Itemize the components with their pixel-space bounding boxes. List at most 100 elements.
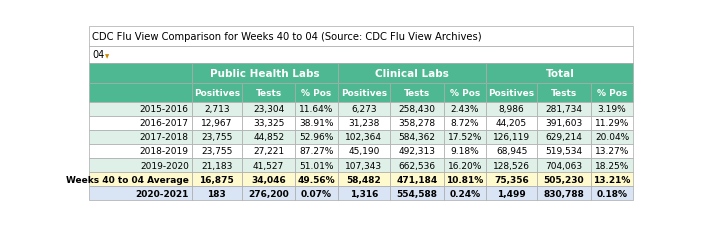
Text: 2017-2018: 2017-2018 — [140, 133, 189, 142]
Text: 2020-2021: 2020-2021 — [135, 189, 189, 198]
Text: 51.01%: 51.01% — [300, 161, 334, 170]
Bar — [90, 144, 192, 158]
Bar — [295, 158, 338, 172]
Bar — [295, 102, 338, 116]
Bar — [591, 186, 633, 200]
Bar — [192, 172, 242, 186]
Bar — [338, 83, 390, 102]
Text: Weeks 40 to 04 Average: Weeks 40 to 04 Average — [66, 175, 189, 184]
Text: Tests: Tests — [403, 88, 430, 97]
Text: 21,183: 21,183 — [201, 161, 233, 170]
Text: 2018-2019: 2018-2019 — [140, 147, 189, 156]
Bar — [390, 158, 443, 172]
Bar — [591, 102, 633, 116]
Bar — [443, 158, 486, 172]
Text: 704,063: 704,063 — [545, 161, 582, 170]
Bar — [192, 130, 242, 144]
Text: Positives: Positives — [489, 88, 534, 97]
Text: 11.64%: 11.64% — [300, 105, 333, 114]
Bar — [90, 102, 192, 116]
Text: 505,230: 505,230 — [544, 175, 584, 184]
Bar — [90, 172, 192, 186]
Text: 107,343: 107,343 — [345, 161, 383, 170]
Text: 20.04%: 20.04% — [595, 133, 629, 142]
Bar — [338, 116, 390, 130]
Bar — [338, 144, 390, 158]
Text: 23,755: 23,755 — [201, 147, 233, 156]
Text: 10.81%: 10.81% — [446, 175, 484, 184]
Bar — [537, 186, 591, 200]
Bar — [537, 102, 591, 116]
Bar — [295, 116, 338, 130]
Bar — [390, 186, 443, 200]
Bar — [537, 116, 591, 130]
Bar — [242, 144, 295, 158]
Bar — [443, 172, 486, 186]
Text: 33,325: 33,325 — [253, 119, 284, 128]
Text: 391,603: 391,603 — [545, 119, 582, 128]
Text: 13.27%: 13.27% — [595, 147, 630, 156]
Text: % Pos: % Pos — [597, 88, 627, 97]
Bar — [486, 186, 537, 200]
Bar — [295, 186, 338, 200]
Bar — [295, 83, 338, 102]
Bar — [591, 144, 633, 158]
Text: 629,214: 629,214 — [546, 133, 582, 142]
Text: 662,536: 662,536 — [398, 161, 435, 170]
Text: 126,119: 126,119 — [493, 133, 530, 142]
Text: 471,184: 471,184 — [396, 175, 437, 184]
Bar — [537, 172, 591, 186]
Bar — [591, 158, 633, 172]
Text: ▼: ▼ — [104, 54, 109, 59]
Bar — [192, 186, 242, 200]
Text: 492,313: 492,313 — [398, 147, 435, 156]
Bar — [591, 130, 633, 144]
Bar — [90, 63, 192, 83]
Bar — [338, 102, 390, 116]
Text: 11.29%: 11.29% — [595, 119, 630, 128]
Text: Public Health Labs: Public Health Labs — [210, 68, 319, 78]
Bar — [242, 158, 295, 172]
Bar — [390, 144, 443, 158]
Bar — [192, 116, 242, 130]
Text: 2,713: 2,713 — [204, 105, 230, 114]
Text: 102,364: 102,364 — [345, 133, 382, 142]
Text: 281,734: 281,734 — [545, 105, 582, 114]
Text: 519,534: 519,534 — [545, 147, 582, 156]
Bar — [537, 83, 591, 102]
Bar — [443, 83, 486, 102]
Text: 2019-2020: 2019-2020 — [140, 161, 189, 170]
Bar — [591, 116, 633, 130]
Bar — [390, 130, 443, 144]
Bar — [295, 144, 338, 158]
Bar — [90, 47, 633, 63]
Text: 358,278: 358,278 — [398, 119, 435, 128]
Text: 2.43%: 2.43% — [450, 105, 479, 114]
Bar — [537, 130, 591, 144]
Text: 49.56%: 49.56% — [298, 175, 336, 184]
Bar — [90, 27, 633, 47]
Bar — [486, 102, 537, 116]
Bar — [537, 158, 591, 172]
Text: 2016-2017: 2016-2017 — [140, 119, 189, 128]
Bar — [443, 116, 486, 130]
Bar — [90, 186, 192, 200]
Text: Tests: Tests — [255, 88, 282, 97]
Bar — [486, 83, 537, 102]
Bar — [390, 83, 443, 102]
Text: 128,526: 128,526 — [493, 161, 530, 170]
Bar — [242, 83, 295, 102]
Text: 554,588: 554,588 — [396, 189, 437, 198]
Bar — [90, 116, 192, 130]
Bar — [242, 116, 295, 130]
Text: 23,755: 23,755 — [201, 133, 233, 142]
Text: 68,945: 68,945 — [496, 147, 527, 156]
Text: 6,273: 6,273 — [351, 105, 376, 114]
Text: 17.52%: 17.52% — [448, 133, 482, 142]
Bar — [390, 172, 443, 186]
Text: 16,875: 16,875 — [200, 175, 234, 184]
Bar — [295, 172, 338, 186]
Text: 258,430: 258,430 — [398, 105, 435, 114]
Text: 1,499: 1,499 — [497, 189, 526, 198]
Bar — [242, 172, 295, 186]
